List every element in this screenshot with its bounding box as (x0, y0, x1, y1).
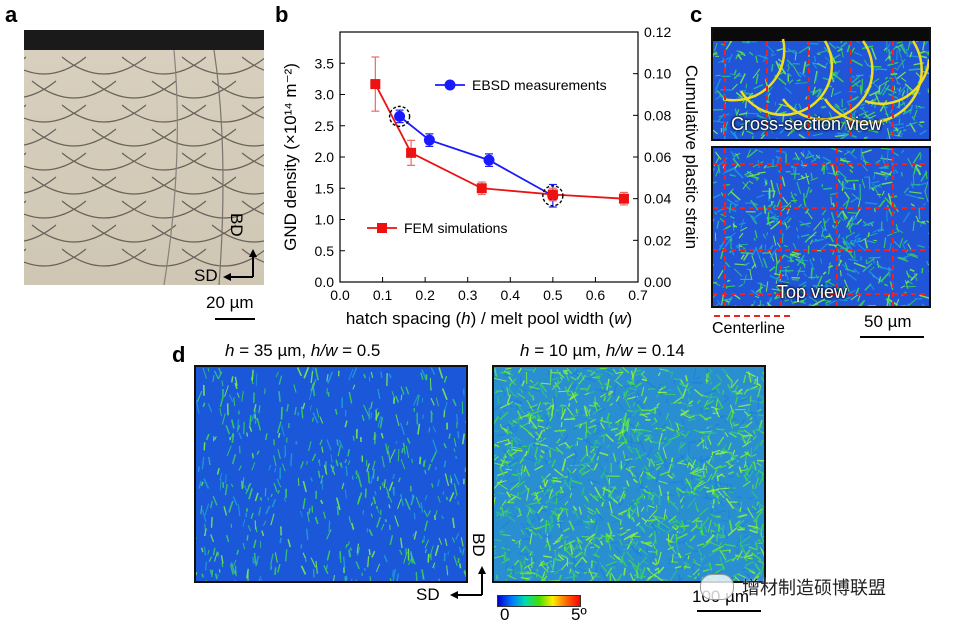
y-tick-label: 2.0 (315, 149, 335, 165)
data-point (406, 147, 417, 158)
map-h10-svg (494, 367, 764, 581)
centerline-legend-line (714, 315, 790, 317)
y-right-tick-label: 0.12 (644, 24, 671, 40)
legend-marker-ebsd (444, 79, 456, 91)
x-tick-label: 0.2 (415, 287, 435, 303)
axis-label-sd-d: SD (416, 585, 440, 604)
top-view-label: Top view (777, 282, 848, 302)
colorbar (497, 595, 581, 607)
x-tick-label: 0.7 (628, 287, 648, 303)
y-right-tick-label: 0.00 (644, 274, 671, 290)
misorientation-map-h10 (492, 365, 766, 583)
top-view-map: Top view (711, 146, 931, 308)
cross-section-svg (713, 29, 929, 139)
watermark-text: 增材制造硕博联盟 (742, 578, 886, 598)
panel-label-a: a (5, 2, 18, 27)
y-tick-label: 3.0 (315, 87, 335, 103)
legend-marker-fem (377, 223, 387, 233)
y-right-tick-label: 0.06 (644, 149, 671, 165)
panel-label-d: d (172, 342, 186, 367)
y-tick-label: 3.5 (315, 55, 335, 71)
x-tick-label: 0.0 (330, 287, 350, 303)
axis-arrows-d (450, 566, 486, 599)
melt-pool-arcs (722, 38, 929, 124)
axis-arrows-a (223, 249, 257, 281)
y-tick-label: 0.5 (315, 243, 335, 259)
y-tick-label: 0.0 (315, 274, 335, 290)
top-centerlines (713, 148, 929, 306)
y-axis-label: GND density (×10¹⁴ m⁻²) (281, 63, 300, 251)
scale-bar-label-c: 50 µm (864, 312, 912, 331)
optical-micrograph (24, 30, 264, 285)
gnd-density-chart: 0.0 0.1 0.2 0.3 0.4 0.5 0.6 0.7 0.0 0.5 1.0 1.5 2.0 2… (281, 24, 700, 328)
cross-section-label: Cross-section view (731, 114, 883, 134)
x-axis-label: hatch spacing (h) / melt pool width (w) (346, 309, 632, 328)
centerline-legend-label: Centerline (712, 320, 785, 337)
x-tick-label: 0.5 (543, 287, 563, 303)
legend-label-fem: FEM simulations (404, 220, 507, 236)
data-point (394, 110, 406, 122)
x-tick-label: 0.3 (458, 287, 478, 303)
centerlines (724, 41, 894, 139)
scale-bar-label-a: 20 µm (206, 293, 254, 312)
map-title-left: h = 35 µm, h/w = 0.5 (225, 341, 381, 360)
x-tick-label: 0.4 (501, 287, 521, 303)
y-tick-label: 2.5 (315, 118, 335, 134)
colorbar-max: 5º (571, 605, 587, 624)
data-point (483, 154, 495, 166)
data-point (618, 193, 629, 204)
y-right-axis-label: Cumulative plastic strain (682, 65, 700, 249)
legend-label-ebsd: EBSD measurements (472, 77, 607, 93)
y-right-tick-label: 0.10 (644, 66, 671, 82)
scale-bar-c (860, 336, 924, 338)
x-tick-label: 0.1 (373, 287, 393, 303)
melt-pool-boundaries (24, 30, 264, 285)
y-right-tick-label: 0.02 (644, 232, 671, 248)
y-tick-label: 1.5 (315, 180, 335, 196)
top-view-svg (713, 148, 929, 306)
x-tick-label: 0.6 (586, 287, 606, 303)
cross-section-map: Cross-section view (711, 27, 931, 141)
scale-bar-a (215, 318, 255, 320)
highlight-circle (542, 185, 564, 207)
data-point (476, 183, 487, 194)
panel-label-c: c (690, 2, 703, 27)
y-right-tick-label: 0.08 (644, 107, 671, 123)
y-tick-label: 1.0 (315, 212, 335, 228)
axis-label-bd-a: BD (227, 213, 246, 237)
map-h35-svg (196, 367, 466, 581)
wechat-icon (700, 574, 734, 600)
y-right-tick-label: 0.04 (644, 191, 671, 207)
map-title-right: h = 10 µm, h/w = 0.14 (520, 341, 685, 360)
axis-label-sd-a: SD (194, 266, 218, 285)
data-point (547, 189, 558, 200)
axis-label-bd-d: BD (469, 533, 488, 557)
data-point (370, 79, 381, 90)
series-line (374, 83, 625, 200)
highlight-circle (388, 105, 411, 128)
colorbar-min: 0 (500, 605, 510, 624)
panel-label-b: b (275, 2, 289, 27)
scale-bar-d (697, 610, 761, 612)
series-line (399, 115, 554, 197)
data-point (423, 134, 435, 146)
misorientation-map-h35 (194, 365, 468, 583)
